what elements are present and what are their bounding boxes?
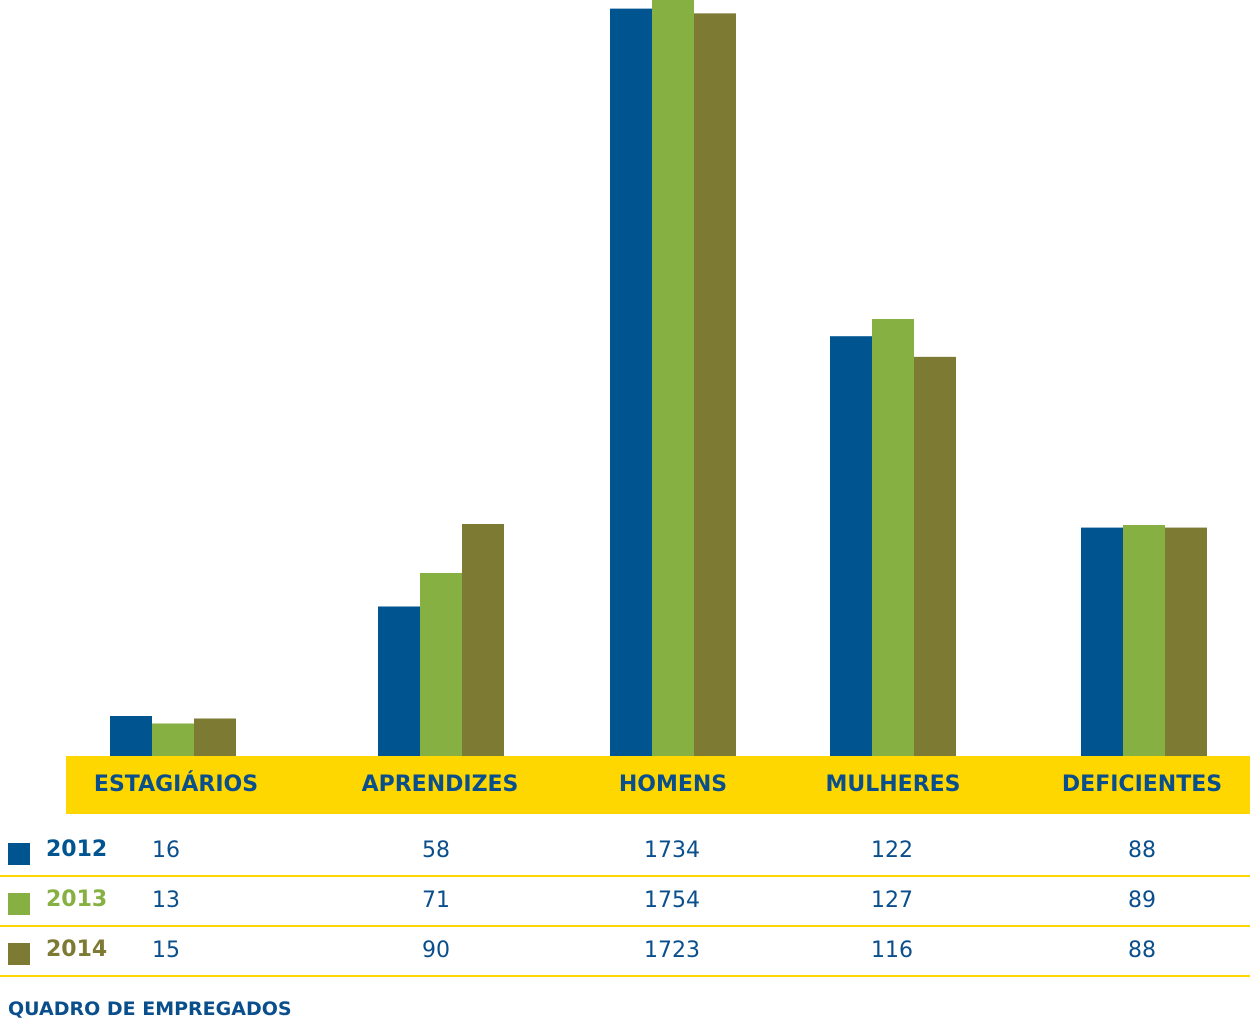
data-label-2013-4: 89 bbox=[1128, 888, 1156, 913]
data-label-2012-2: 1734 bbox=[644, 838, 700, 863]
row-divider bbox=[0, 925, 1250, 927]
legend-year-2013: 2013 bbox=[46, 887, 108, 912]
bar-2013-4 bbox=[1123, 525, 1165, 756]
data-label-2014-1: 90 bbox=[422, 938, 450, 963]
category-label: HOMENS bbox=[618, 772, 728, 797]
bar-2014-3 bbox=[914, 356, 956, 756]
data-label-2014-2: 1723 bbox=[644, 938, 700, 963]
bar-2012-1 bbox=[378, 606, 420, 756]
bar-2012-0 bbox=[110, 716, 152, 756]
data-label-2013-0: 13 bbox=[152, 888, 180, 913]
data-label-2014-3: 116 bbox=[871, 938, 913, 963]
data-label-2013-1: 71 bbox=[422, 888, 450, 913]
data-label-2012-4: 88 bbox=[1128, 838, 1156, 863]
bar-2013-0 bbox=[152, 723, 194, 756]
data-label-2013-2: 1754 bbox=[644, 888, 700, 913]
bar-2012-2 bbox=[610, 8, 652, 756]
bar-chart bbox=[110, 0, 1207, 757]
category-label: MULHERES bbox=[825, 772, 961, 797]
legend-swatch-2014 bbox=[8, 943, 30, 965]
bar-2012-3 bbox=[830, 336, 872, 756]
bar-2013-2 bbox=[652, 0, 694, 756]
legend-swatch-2013 bbox=[8, 893, 30, 915]
category-label: ESTAGIÁRIOS bbox=[93, 772, 259, 797]
bar-2014-4 bbox=[1165, 527, 1207, 756]
bar-2012-4 bbox=[1081, 527, 1123, 756]
data-label-2012-0: 16 bbox=[152, 838, 180, 863]
data-label-2014-4: 88 bbox=[1128, 938, 1156, 963]
bar-2014-2 bbox=[694, 13, 736, 757]
bar-2014-0 bbox=[194, 718, 236, 756]
bar-2013-3 bbox=[872, 319, 914, 756]
row-divider bbox=[0, 875, 1250, 877]
data-label-2014-0: 15 bbox=[152, 938, 180, 963]
category-band bbox=[66, 756, 1250, 814]
bar-2014-1 bbox=[462, 524, 504, 756]
legend-swatch-2012 bbox=[8, 843, 30, 865]
row-divider bbox=[0, 975, 1250, 977]
legend-year-2014: 2014 bbox=[46, 937, 108, 962]
legend-year-2012: 2012 bbox=[46, 837, 108, 862]
category-label: DEFICIENTES bbox=[1061, 772, 1223, 797]
bar-2013-1 bbox=[420, 572, 462, 756]
data-label-2012-1: 58 bbox=[422, 838, 450, 863]
data-label-2012-3: 122 bbox=[871, 838, 913, 863]
category-label: APRENDIZES bbox=[361, 772, 519, 797]
data-label-2013-3: 127 bbox=[871, 888, 913, 913]
chart-caption: QUADRO DE EMPREGADOS bbox=[8, 998, 292, 1020]
